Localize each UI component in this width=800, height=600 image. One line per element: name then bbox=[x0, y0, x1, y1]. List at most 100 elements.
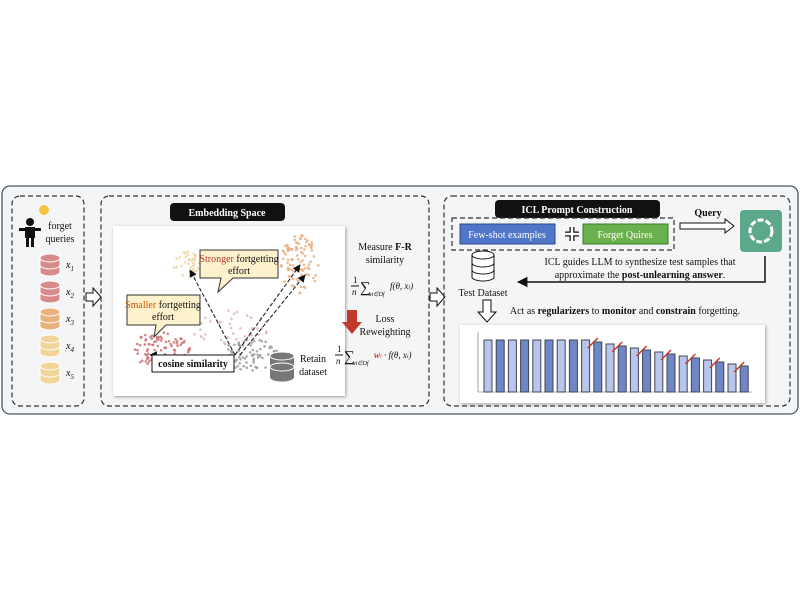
point bbox=[222, 341, 226, 344]
query-label: x5 bbox=[65, 368, 74, 381]
trend bbox=[709, 357, 721, 369]
point bbox=[307, 273, 311, 277]
point bbox=[290, 257, 293, 261]
point bbox=[264, 330, 268, 333]
embedding-box bbox=[100, 195, 430, 407]
bar bbox=[507, 339, 517, 393]
point bbox=[287, 275, 291, 278]
fewshot: Few-shot examples bbox=[468, 230, 546, 241]
point bbox=[256, 327, 259, 330]
llm-logo bbox=[748, 218, 774, 244]
point bbox=[275, 349, 278, 353]
bar bbox=[605, 343, 615, 393]
point bbox=[307, 267, 311, 271]
arrow bbox=[516, 256, 766, 288]
point bbox=[261, 356, 264, 360]
point bbox=[286, 249, 290, 253]
svg-text:n: n bbox=[352, 287, 357, 297]
arrow bbox=[429, 286, 446, 308]
point bbox=[235, 358, 238, 361]
point bbox=[310, 249, 314, 252]
db-top bbox=[39, 307, 61, 317]
point bbox=[181, 274, 184, 277]
point bbox=[239, 368, 242, 371]
point bbox=[245, 366, 249, 370]
arrow bbox=[476, 299, 498, 323]
point bbox=[251, 369, 254, 372]
point bbox=[230, 351, 234, 354]
callout-text: Stronger fortgetting bbox=[199, 254, 278, 265]
point bbox=[184, 252, 187, 255]
point bbox=[228, 322, 232, 326]
point bbox=[245, 314, 249, 317]
point bbox=[303, 248, 306, 251]
point bbox=[290, 248, 294, 251]
loss: Loss bbox=[376, 314, 395, 325]
trend bbox=[587, 337, 599, 349]
var: x bbox=[65, 341, 71, 352]
point bbox=[235, 338, 238, 341]
point bbox=[297, 242, 300, 245]
point bbox=[175, 341, 179, 345]
point bbox=[286, 258, 290, 262]
point bbox=[291, 277, 295, 281]
point bbox=[186, 350, 190, 354]
query-label: x3 bbox=[65, 314, 74, 327]
point bbox=[192, 264, 195, 268]
cosine-label: cosine similarity bbox=[158, 359, 228, 370]
callout bbox=[126, 294, 201, 339]
point bbox=[300, 273, 304, 277]
svg-text:wi · f(θ, xi): wi · f(θ, xi) bbox=[374, 350, 412, 360]
point bbox=[250, 353, 254, 357]
point bbox=[252, 361, 255, 364]
point bbox=[283, 280, 286, 283]
label: forget bbox=[48, 221, 72, 232]
act: Act as regularizers to monitor and const… bbox=[510, 306, 740, 317]
point bbox=[237, 355, 241, 359]
point bbox=[193, 255, 197, 259]
point bbox=[248, 351, 252, 354]
point bbox=[173, 352, 176, 355]
point bbox=[166, 332, 170, 336]
point bbox=[188, 347, 192, 350]
point bbox=[149, 335, 152, 339]
point bbox=[288, 263, 292, 267]
point bbox=[310, 246, 313, 250]
point bbox=[303, 237, 307, 241]
point bbox=[249, 316, 253, 320]
point bbox=[226, 336, 230, 339]
point bbox=[257, 333, 261, 336]
point bbox=[310, 241, 314, 244]
callout bbox=[199, 249, 279, 294]
db-body bbox=[39, 258, 61, 277]
bar bbox=[544, 339, 554, 393]
point bbox=[136, 348, 139, 352]
db-top bbox=[39, 334, 61, 344]
point bbox=[249, 364, 253, 368]
point bbox=[172, 266, 176, 269]
point bbox=[252, 357, 256, 361]
point bbox=[313, 279, 317, 283]
point bbox=[250, 334, 254, 337]
point bbox=[231, 332, 235, 335]
measure: Measure F-R bbox=[358, 242, 412, 253]
db-top bbox=[39, 253, 61, 263]
down-arrow bbox=[342, 310, 362, 334]
point bbox=[180, 341, 184, 345]
point bbox=[251, 348, 255, 352]
point bbox=[245, 361, 248, 364]
point bbox=[301, 259, 305, 262]
point bbox=[160, 337, 164, 340]
person-icon bbox=[19, 205, 49, 247]
point bbox=[164, 340, 168, 344]
point bbox=[230, 317, 233, 321]
point bbox=[309, 260, 312, 263]
point bbox=[195, 269, 198, 273]
point bbox=[312, 255, 316, 258]
point bbox=[299, 246, 303, 250]
title: ICL Prompt Construction bbox=[522, 205, 633, 216]
point bbox=[217, 322, 221, 326]
db-ring bbox=[39, 318, 61, 324]
point bbox=[297, 268, 301, 272]
